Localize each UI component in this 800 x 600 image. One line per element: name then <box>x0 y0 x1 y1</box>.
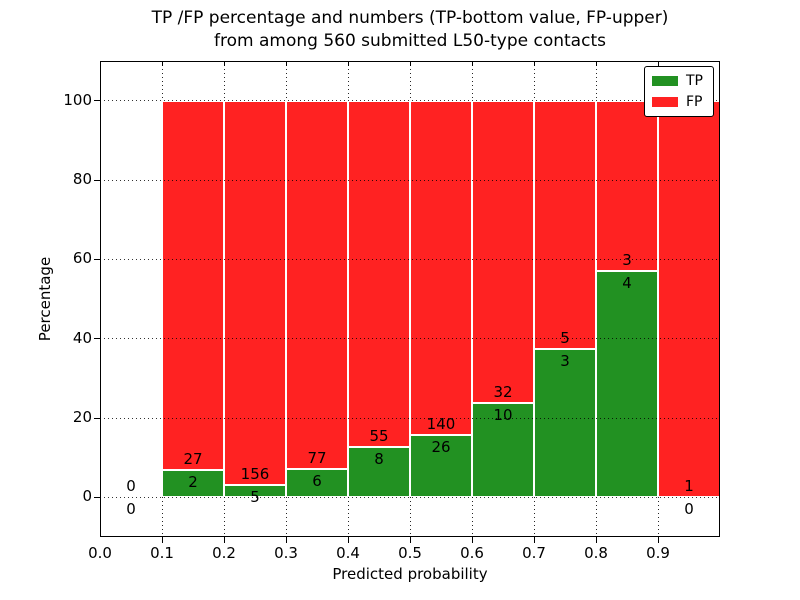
tp-count-label: 3 <box>560 351 570 370</box>
y-tick-mark <box>94 258 100 260</box>
legend-item-fp: FP <box>652 95 703 109</box>
x-tick-label: 0.5 <box>398 544 422 562</box>
x-axis-label: Predicted probability <box>332 565 488 583</box>
bar-segment-fp <box>286 100 348 469</box>
legend-label-tp: TP <box>686 73 703 89</box>
bar-segment-fp <box>596 100 658 271</box>
legend-swatch-tp-icon <box>652 76 678 86</box>
bar-segment-fp <box>410 100 472 436</box>
fp-count-label: 27 <box>183 449 203 468</box>
x-tick-mark <box>223 537 225 543</box>
bar-segment-tp <box>596 270 658 498</box>
bar-segment-fp <box>224 100 286 485</box>
x-tick-mark <box>161 537 163 543</box>
horizontal-gridline <box>100 179 720 181</box>
horizontal-gridline <box>100 338 720 340</box>
y-tick-mark <box>94 417 100 419</box>
y-tick-label: 20 <box>72 408 92 426</box>
bar-segment-tp <box>472 402 534 498</box>
y-tick-label: 0 <box>82 487 92 506</box>
x-tick-mark-top <box>285 61 287 66</box>
tp-count-label: 4 <box>622 273 632 292</box>
y-tick-label: 40 <box>72 328 92 347</box>
x-tick-mark <box>471 537 473 543</box>
x-tick-mark-top <box>409 61 411 66</box>
tp-count-label: 6 <box>312 471 322 490</box>
bar-segment-fp <box>348 100 410 447</box>
x-tick-mark-top <box>533 61 535 66</box>
bar-segment-tp <box>224 485 286 498</box>
y-tick-label: 60 <box>72 249 92 268</box>
fp-count-label: 77 <box>307 448 327 467</box>
x-tick-mark <box>657 537 659 543</box>
x-tick-mark <box>409 537 411 543</box>
bar-segment-tp <box>348 446 410 498</box>
x-tick-label: 0.2 <box>212 544 236 562</box>
x-tick-label: 0.9 <box>646 544 670 562</box>
tp-count-label: 0 <box>684 500 694 519</box>
fp-count-label: 5 <box>560 328 570 347</box>
chart-title-line2: from among 560 submitted L50-type contac… <box>214 31 606 51</box>
x-tick-mark-top <box>223 61 225 66</box>
fp-count-label: 3 <box>622 250 632 269</box>
x-tick-mark-top <box>595 61 597 66</box>
y-tick-mark <box>94 179 100 181</box>
x-tick-label: 0.7 <box>522 544 546 562</box>
bar-segment-fp <box>162 100 224 470</box>
tp-count-label: 10 <box>493 405 513 424</box>
y-tick-mark <box>94 496 100 498</box>
horizontal-gridline <box>100 417 720 419</box>
bar-segment-tp <box>162 469 224 498</box>
x-tick-label: 0.1 <box>150 544 174 562</box>
x-tick-mark-top <box>657 61 659 66</box>
chart-title-line1: TP /FP percentage and numbers (TP-bottom… <box>151 8 669 28</box>
horizontal-gridline <box>100 258 720 260</box>
x-tick-label: 0.3 <box>274 544 298 562</box>
x-tick-mark <box>285 537 287 543</box>
x-tick-mark-top <box>347 61 349 66</box>
bar-segment-fp <box>534 100 596 349</box>
legend-label-fp: FP <box>686 94 703 110</box>
x-tick-mark <box>533 537 535 543</box>
fp-count-label: 0 <box>126 477 136 496</box>
y-tick-mark <box>94 100 100 102</box>
bar-segment-fp <box>472 100 534 403</box>
legend-swatch-fp-icon <box>652 97 678 107</box>
horizontal-gridline <box>100 100 720 102</box>
fp-count-label: 32 <box>493 382 513 401</box>
x-tick-mark <box>595 537 597 543</box>
x-tick-mark-top <box>471 61 473 66</box>
bar-segment-tp <box>410 435 472 498</box>
fp-count-label: 156 <box>240 465 270 483</box>
tp-count-label: 8 <box>374 449 384 468</box>
tp-count-label: 5 <box>250 488 260 506</box>
y-tick-label: 100 <box>63 90 92 109</box>
x-tick-label: 0.6 <box>460 544 484 562</box>
tp-count-label: 0 <box>126 500 136 519</box>
x-tick-label: 0.0 <box>88 544 112 562</box>
x-tick-label: 0.8 <box>584 544 608 562</box>
chart-title: TP /FP percentage and numbers (TP-bottom… <box>100 7 720 53</box>
axes-border <box>100 61 720 537</box>
x-tick-mark-top <box>161 61 163 66</box>
x-tick-label: 0.4 <box>336 544 360 562</box>
y-tick-mark <box>94 338 100 340</box>
fp-count-label: 55 <box>369 426 389 445</box>
bar-segment-tp <box>534 348 596 498</box>
fp-count-label: 140 <box>426 415 456 434</box>
horizontal-gridline <box>100 496 720 498</box>
y-tick-label: 80 <box>72 170 92 188</box>
legend: TP FP <box>644 66 714 117</box>
tp-count-label: 2 <box>188 472 198 491</box>
x-tick-mark <box>347 537 349 543</box>
fp-count-label: 1 <box>684 477 694 496</box>
y-axis-label: Percentage <box>36 256 54 342</box>
tp-count-label: 26 <box>431 438 451 457</box>
legend-item-tp: TP <box>652 74 703 88</box>
